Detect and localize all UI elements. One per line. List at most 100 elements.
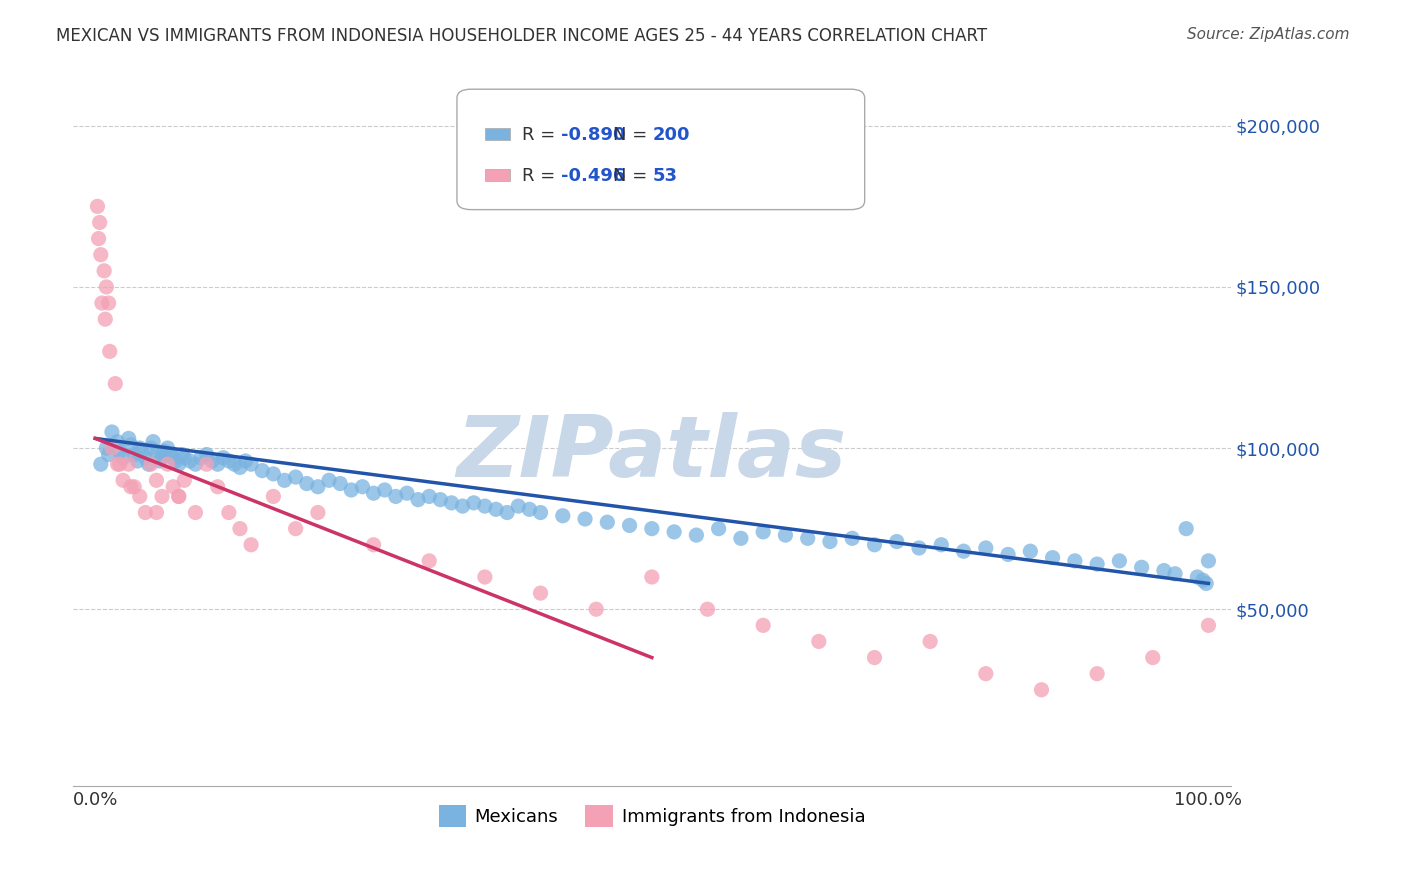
Point: [696, 602, 718, 616]
Point: [318, 473, 340, 487]
Point: [145, 506, 167, 520]
Point: [374, 483, 396, 497]
Point: [162, 450, 184, 465]
Point: [195, 448, 218, 462]
Point: [218, 506, 240, 520]
Point: [207, 480, 229, 494]
Point: [641, 522, 664, 536]
Point: [240, 538, 263, 552]
Point: [262, 490, 284, 504]
Point: [145, 473, 167, 487]
Point: [429, 492, 451, 507]
Point: [131, 444, 153, 458]
Point: [863, 538, 886, 552]
Point: [707, 522, 730, 536]
Point: [153, 444, 176, 458]
Point: [440, 496, 463, 510]
Point: [1142, 650, 1164, 665]
Point: [406, 492, 429, 507]
Point: [585, 602, 607, 616]
Text: MEXICAN VS IMMIGRANTS FROM INDONESIA HOUSEHOLDER INCOME AGES 25 - 44 YEARS CORRE: MEXICAN VS IMMIGRANTS FROM INDONESIA HOU…: [56, 27, 987, 45]
Point: [87, 231, 110, 245]
Point: [142, 434, 165, 449]
Point: [1031, 682, 1053, 697]
Point: [160, 448, 183, 462]
Point: [730, 531, 752, 545]
Point: [112, 450, 135, 465]
Legend: Mexicans, Immigrants from Indonesia: Mexicans, Immigrants from Indonesia: [432, 797, 872, 834]
Point: [145, 448, 167, 462]
Point: [201, 454, 224, 468]
Point: [240, 457, 263, 471]
Point: [508, 499, 530, 513]
Point: [451, 499, 474, 513]
Point: [139, 441, 162, 455]
Point: [117, 431, 139, 445]
Point: [352, 480, 374, 494]
Point: [807, 634, 830, 648]
Text: ZIPatlas: ZIPatlas: [457, 412, 846, 495]
Point: [117, 457, 139, 471]
Point: [97, 448, 120, 462]
Point: [262, 467, 284, 481]
Point: [974, 666, 997, 681]
Point: [170, 448, 193, 462]
Point: [519, 502, 541, 516]
Point: [796, 531, 818, 545]
Point: [920, 634, 942, 648]
Point: [974, 541, 997, 555]
Point: [104, 376, 127, 391]
Point: [1019, 544, 1042, 558]
Point: [329, 476, 352, 491]
Text: -0.890: -0.890: [561, 126, 626, 144]
Point: [134, 450, 156, 465]
Text: 200: 200: [652, 126, 690, 144]
Point: [752, 524, 775, 539]
Point: [120, 438, 142, 452]
Point: [641, 570, 664, 584]
Point: [86, 199, 108, 213]
Point: [207, 457, 229, 471]
Point: [165, 454, 187, 468]
Point: [107, 457, 129, 471]
Point: [929, 538, 952, 552]
Point: [1175, 522, 1198, 536]
Point: [474, 570, 496, 584]
Point: [127, 454, 149, 468]
Text: R =: R =: [522, 167, 561, 185]
Point: [752, 618, 775, 632]
Text: R =: R =: [522, 126, 561, 144]
Point: [841, 531, 863, 545]
Text: -0.496: -0.496: [561, 167, 626, 185]
Text: N =: N =: [613, 126, 652, 144]
Point: [224, 457, 246, 471]
Point: [120, 480, 142, 494]
Point: [108, 444, 131, 458]
Point: [1192, 573, 1215, 587]
Point: [229, 522, 252, 536]
Point: [997, 548, 1019, 562]
Point: [179, 454, 201, 468]
Point: [167, 490, 190, 504]
Point: [138, 457, 160, 471]
Point: [90, 457, 112, 471]
Point: [886, 534, 908, 549]
Point: [173, 473, 195, 487]
Point: [952, 544, 974, 558]
Point: [229, 460, 252, 475]
Text: 53: 53: [652, 167, 678, 185]
Point: [863, 650, 886, 665]
Point: [574, 512, 596, 526]
Point: [97, 296, 120, 310]
Point: [235, 454, 257, 468]
Point: [363, 486, 385, 500]
Point: [307, 506, 329, 520]
Point: [908, 541, 931, 555]
Point: [1130, 560, 1153, 574]
Point: [662, 524, 685, 539]
Point: [418, 490, 440, 504]
Point: [775, 528, 797, 542]
Point: [90, 248, 112, 262]
Point: [395, 486, 418, 500]
Point: [101, 425, 124, 439]
